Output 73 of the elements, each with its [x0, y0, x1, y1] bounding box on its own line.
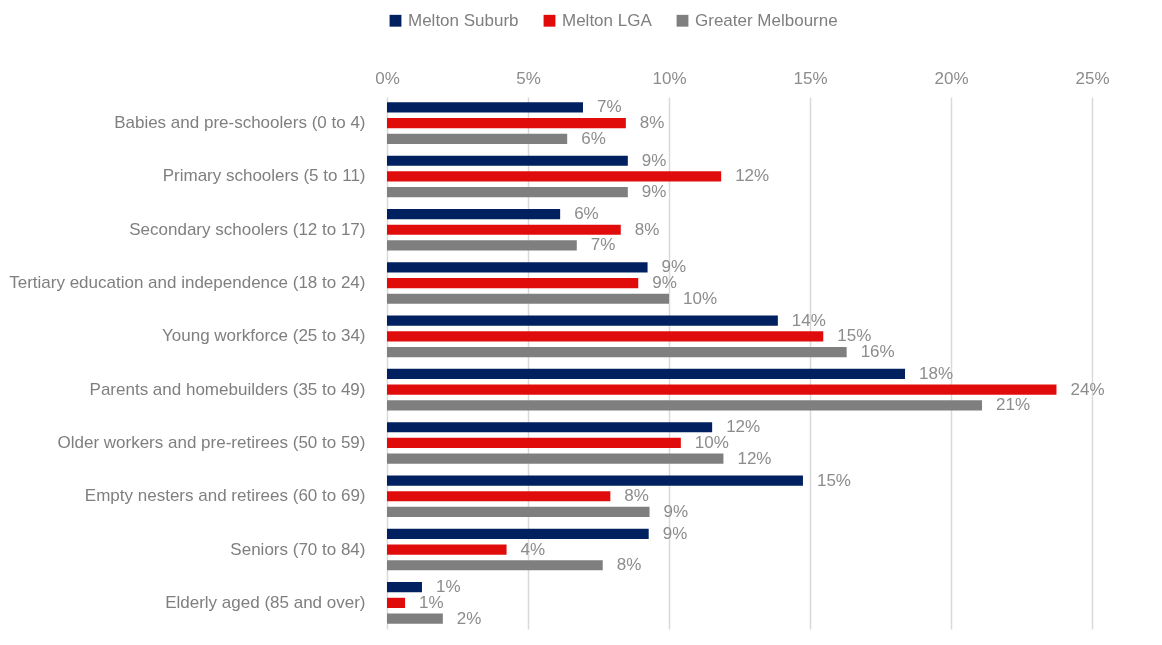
- bar: [387, 491, 611, 502]
- bar: [387, 331, 824, 342]
- bar: [387, 368, 906, 380]
- bar: [387, 315, 778, 326]
- data-label: 21%: [996, 395, 1031, 415]
- bar: [387, 400, 983, 411]
- data-label: 8%: [624, 486, 649, 506]
- bar: [387, 437, 681, 449]
- data-label: 10%: [694, 432, 729, 452]
- data-label: 15%: [816, 470, 851, 490]
- bar: [387, 102, 583, 113]
- y-tick-label: Elderly aged (85 and over): [165, 592, 366, 612]
- data-label: 4%: [520, 539, 546, 559]
- bar: [387, 384, 1057, 395]
- bar: [387, 133, 568, 144]
- bar: [387, 453, 724, 464]
- bar: [387, 422, 713, 433]
- bar: [387, 528, 649, 539]
- data-label: 8%: [634, 219, 660, 239]
- data-label: 8%: [639, 113, 665, 133]
- data-label: 8%: [616, 555, 642, 575]
- bar: [387, 475, 803, 486]
- bar: [387, 582, 422, 593]
- bar: [387, 224, 621, 235]
- bar: [387, 262, 648, 273]
- x-tick-label: 15%: [793, 68, 828, 88]
- data-label: 6%: [581, 128, 606, 148]
- bar: [387, 155, 628, 166]
- bar: [387, 613, 443, 624]
- data-label: 2%: [456, 608, 482, 628]
- data-label: 24%: [1070, 379, 1105, 399]
- bar: [387, 208, 561, 220]
- y-tick-label: Babies and pre-schoolers (0 to 4): [114, 113, 366, 133]
- bar: [387, 118, 626, 129]
- y-tick-label: Empty nesters and retirees (60 to 69): [84, 486, 366, 506]
- bar: [387, 597, 406, 608]
- bar: [387, 171, 722, 182]
- data-label: 12%: [726, 417, 761, 437]
- bar: [387, 293, 669, 304]
- legend-label: Melton Suburb: [408, 10, 519, 30]
- bar: [387, 346, 847, 358]
- x-tick-label: 10%: [652, 68, 687, 88]
- data-label: 9%: [663, 501, 689, 521]
- x-tick-label: 20%: [934, 68, 969, 88]
- y-tick-label: Older workers and pre-retirees (50 to 59): [57, 432, 366, 452]
- data-label: 9%: [641, 182, 667, 202]
- data-label: 7%: [590, 235, 616, 255]
- legend-label: Melton LGA: [562, 10, 653, 30]
- data-label: 6%: [574, 204, 599, 224]
- x-tick-label: 0%: [375, 68, 400, 88]
- data-label: 9%: [662, 523, 688, 543]
- data-label: 18%: [919, 363, 954, 383]
- data-label: 12%: [737, 448, 772, 468]
- bar: [387, 506, 650, 518]
- bar: [387, 240, 577, 251]
- bar: [387, 187, 628, 198]
- y-tick-label: Tertiary education and independence (18 to 24): [9, 273, 366, 293]
- y-tick-label: Secondary schoolers (12 to 17): [129, 219, 366, 239]
- y-tick-label: Parents and homebuilders (35 to 49): [89, 379, 366, 399]
- legend-label: Greater Melbourne: [695, 10, 838, 30]
- y-tick-label: Primary schoolers (5 to 11): [162, 166, 366, 186]
- data-label: 9%: [641, 150, 667, 170]
- x-tick-label: 5%: [516, 68, 541, 88]
- y-tick-label: Seniors (70 to 84): [230, 539, 366, 559]
- bar: [387, 560, 603, 571]
- data-label: 10%: [683, 288, 718, 308]
- x-tick-label: 25%: [1075, 68, 1110, 88]
- data-label: 12%: [735, 166, 770, 186]
- bar: [387, 277, 639, 289]
- bar: [387, 544, 507, 555]
- y-tick-label: Young workforce (25 to 34): [162, 326, 366, 346]
- data-label: 7%: [596, 97, 622, 117]
- data-label: 14%: [791, 310, 826, 330]
